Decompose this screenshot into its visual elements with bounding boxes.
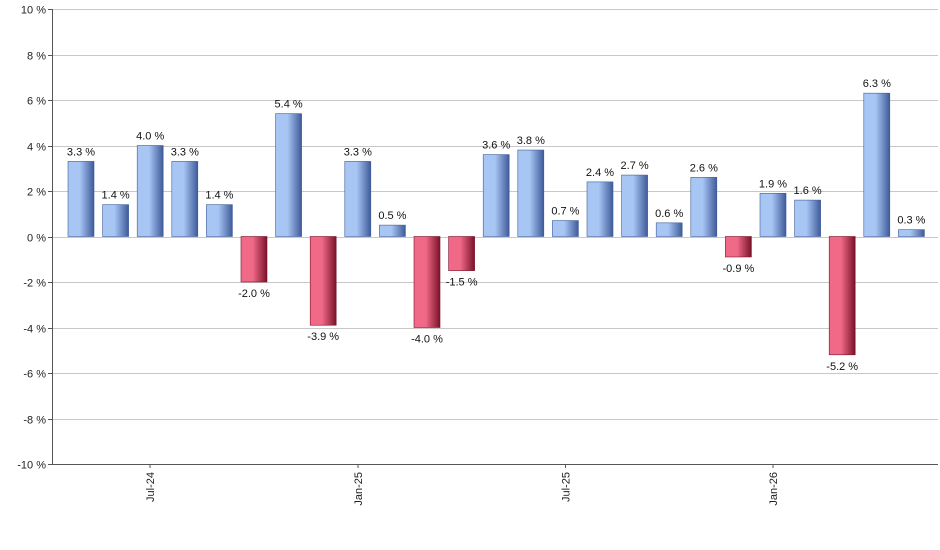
- y-tick-label: -2 %: [23, 278, 46, 290]
- y-tick-label: -8 %: [23, 415, 46, 427]
- bar: [828, 236, 856, 356]
- bar: [309, 236, 337, 326]
- bar: [621, 174, 648, 237]
- bar-value-label: 2.4 %: [586, 167, 614, 179]
- bar: [379, 224, 406, 237]
- y-tick-label: 10 %: [21, 5, 46, 17]
- bar-value-label: 3.3 %: [171, 146, 199, 158]
- bar: [448, 236, 475, 271]
- bar-value-label: 2.7 %: [621, 160, 649, 172]
- bar: [413, 236, 441, 328]
- bar: [171, 161, 199, 237]
- bar: [759, 192, 787, 237]
- data-labels: 3.3 % 1.4 % 4.0 % 3.3 % 1.4 % -2.0 % 5.4 % -3.9…: [67, 78, 926, 373]
- bar: [552, 220, 579, 237]
- bar-value-label: 1.4 %: [102, 190, 130, 202]
- bar-value-label: -3.9 %: [307, 331, 339, 343]
- bar: [344, 161, 372, 237]
- y-axis-ticks: 10 % 8 % 6 % 4 % 2 % 0 % -2 % -4 % -6 % -8 % -10 %: [17, 5, 52, 472]
- bar: [275, 113, 302, 237]
- x-tick-label: Jul-24: [145, 472, 157, 502]
- bar: [898, 229, 925, 237]
- bar-value-label: 1.9 %: [759, 178, 787, 190]
- bar-value-label: 0.5 %: [378, 210, 406, 222]
- bar: [725, 236, 752, 258]
- axes: [52, 9, 938, 465]
- bar: [794, 199, 821, 237]
- bar-value-label: 3.3 %: [344, 146, 372, 158]
- bar-value-label: 3.6 %: [482, 140, 510, 152]
- x-tick-label: Jan-26: [768, 472, 780, 506]
- y-tick-label: 8 %: [27, 51, 46, 63]
- bar-value-label: 0.6 %: [655, 208, 683, 220]
- bar-value-label: 3.3 %: [67, 146, 95, 158]
- bar: [517, 149, 545, 237]
- y-tick-label: 0 %: [27, 233, 46, 245]
- bar-value-label: 1.4 %: [205, 190, 233, 202]
- bar: [240, 236, 268, 283]
- bar: [690, 177, 718, 237]
- bar-value-label: -2.0 %: [238, 288, 270, 300]
- bar-value-label: 2.6 %: [690, 162, 718, 174]
- grid: [52, 9, 938, 465]
- bar: [863, 92, 891, 237]
- y-tick-label: 4 %: [27, 142, 46, 154]
- x-tick-label: Jan-25: [353, 472, 365, 506]
- x-axis-ticks: Jul-24 Jan-25 Jul-25 Jan-26: [145, 464, 780, 506]
- bar-value-label: -4.0 %: [411, 334, 443, 346]
- bar-value-label: -0.9 %: [723, 263, 755, 275]
- bar: [206, 204, 233, 237]
- bar-value-label: 0.7 %: [551, 206, 579, 218]
- bars: [67, 92, 925, 356]
- y-tick-label: -6 %: [23, 369, 46, 381]
- bar-value-label: 1.6 %: [794, 185, 822, 197]
- y-tick-label: -10 %: [17, 460, 46, 472]
- bar: [67, 161, 95, 237]
- x-tick-label: Jul-25: [560, 472, 572, 502]
- bar: [586, 181, 614, 237]
- bar: [102, 204, 129, 237]
- bar-value-label: -1.5 %: [446, 277, 478, 289]
- y-tick-label: -4 %: [23, 324, 46, 336]
- y-tick-label: 2 %: [27, 187, 46, 199]
- y-tick-label: 6 %: [27, 96, 46, 108]
- bar-value-label: -5.2 %: [826, 361, 858, 373]
- bar-value-label: 3.8 %: [517, 135, 545, 147]
- bar: [655, 222, 683, 237]
- bar-value-label: 4.0 %: [136, 131, 164, 143]
- bar-value-label: 5.4 %: [275, 99, 303, 111]
- bar: [482, 154, 510, 237]
- bar: [136, 145, 164, 237]
- bar-value-label: 0.3 %: [897, 215, 925, 227]
- bar-value-label: 6.3 %: [863, 78, 891, 90]
